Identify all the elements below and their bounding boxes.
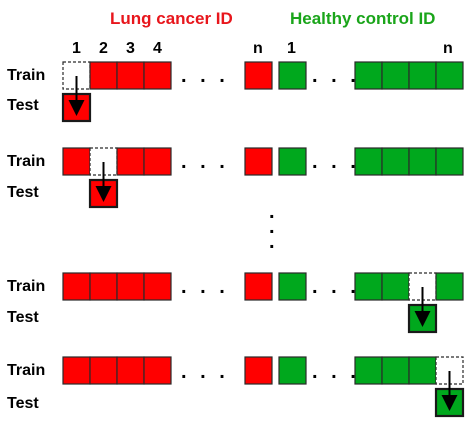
vertical-ellipsis-dot-1: . [269, 201, 279, 223]
row1-lung-cell-2 [89, 61, 118, 90]
row3-healthy-cell-2 [381, 272, 410, 301]
lung-index-1: 1 [72, 40, 81, 57]
row1-train-label: Train [7, 67, 45, 84]
row1-healthy-cell-3 [408, 61, 437, 90]
row3-healthy-cell-1 [354, 272, 383, 301]
row3-healthy-cell-4 [435, 272, 464, 301]
row4-lung-cell-3 [116, 356, 145, 385]
row2-lung-cell-1 [62, 147, 91, 176]
row1-healthy-cell-1 [278, 61, 307, 90]
row4-healthy-cell-3 [408, 356, 437, 385]
row4-test-label: Test [7, 395, 39, 412]
row2-healthy-cell-1 [278, 147, 307, 176]
row3-lung-cell-4 [143, 272, 172, 301]
row3-lung-cell-1 [62, 272, 91, 301]
row4-train-label: Train [7, 362, 45, 379]
lung-index-n: n [253, 40, 263, 57]
vertical-ellipsis-dot-3: . [269, 231, 279, 253]
row3-train-label: Train [7, 278, 45, 295]
row1-lung-cell-3 [116, 61, 145, 90]
row4-lung-cell-n [244, 356, 273, 385]
lung-cancer-header: Lung cancer ID [110, 9, 233, 28]
vertical-ellipsis-dot-2: . [269, 216, 279, 238]
row3-lung-cell-3 [116, 272, 145, 301]
row4-lung-cell-4 [143, 356, 172, 385]
row2-lung-cell-4 [143, 147, 172, 176]
healthy-index-1: 1 [287, 40, 296, 57]
row3-healthy-ellipsis: . . . [312, 276, 360, 298]
lung-index-4: 4 [153, 40, 162, 57]
row1-test-label: Test [7, 97, 39, 114]
row4-healthy-cell-1 [278, 356, 307, 385]
row2-healthy-ellipsis: . . . [312, 151, 360, 173]
row2-lung-ellipsis: . . . [181, 151, 229, 173]
row3-lung-cell-2 [89, 272, 118, 301]
row1-lung-cell-n [244, 61, 273, 90]
row1-lung-ellipsis: . . . [181, 65, 229, 87]
lung-index-3: 3 [126, 40, 135, 57]
row4-lung-ellipsis: . . . [181, 361, 229, 383]
row3-lung-cell-n [244, 272, 273, 301]
row4-lung-cell-1 [62, 356, 91, 385]
row2-train-label: Train [7, 153, 45, 170]
cells-layer [61, 61, 465, 418]
row2-lung-cell-n [244, 147, 273, 176]
row2-healthy-cell-3 [408, 147, 437, 176]
row1-healthy-cell-4 [435, 61, 464, 90]
row2-healthy-cell-2 [381, 147, 410, 176]
row3-healthy-cell-1 [278, 272, 307, 301]
row4-healthy-cell-1 [354, 356, 383, 385]
row1-healthy-ellipsis: . . . [312, 65, 360, 87]
healthy-index-n: n [443, 40, 453, 57]
row2-healthy-cell-4 [435, 147, 464, 176]
row3-lung-ellipsis: . . . [181, 276, 229, 298]
row3-test-label: Test [7, 309, 39, 326]
row4-healthy-ellipsis: . . . [312, 361, 360, 383]
row4-lung-cell-2 [89, 356, 118, 385]
row1-healthy-cell-2 [381, 61, 410, 90]
row2-healthy-cell-1 [354, 147, 383, 176]
healthy-control-header: Healthy control ID [290, 9, 435, 28]
row1-lung-cell-4 [143, 61, 172, 90]
row2-lung-cell-3 [116, 147, 145, 176]
lung-index-2: 2 [99, 40, 108, 57]
row4-healthy-cell-2 [381, 356, 410, 385]
row2-test-label: Test [7, 184, 39, 201]
row1-healthy-cell-1 [354, 61, 383, 90]
